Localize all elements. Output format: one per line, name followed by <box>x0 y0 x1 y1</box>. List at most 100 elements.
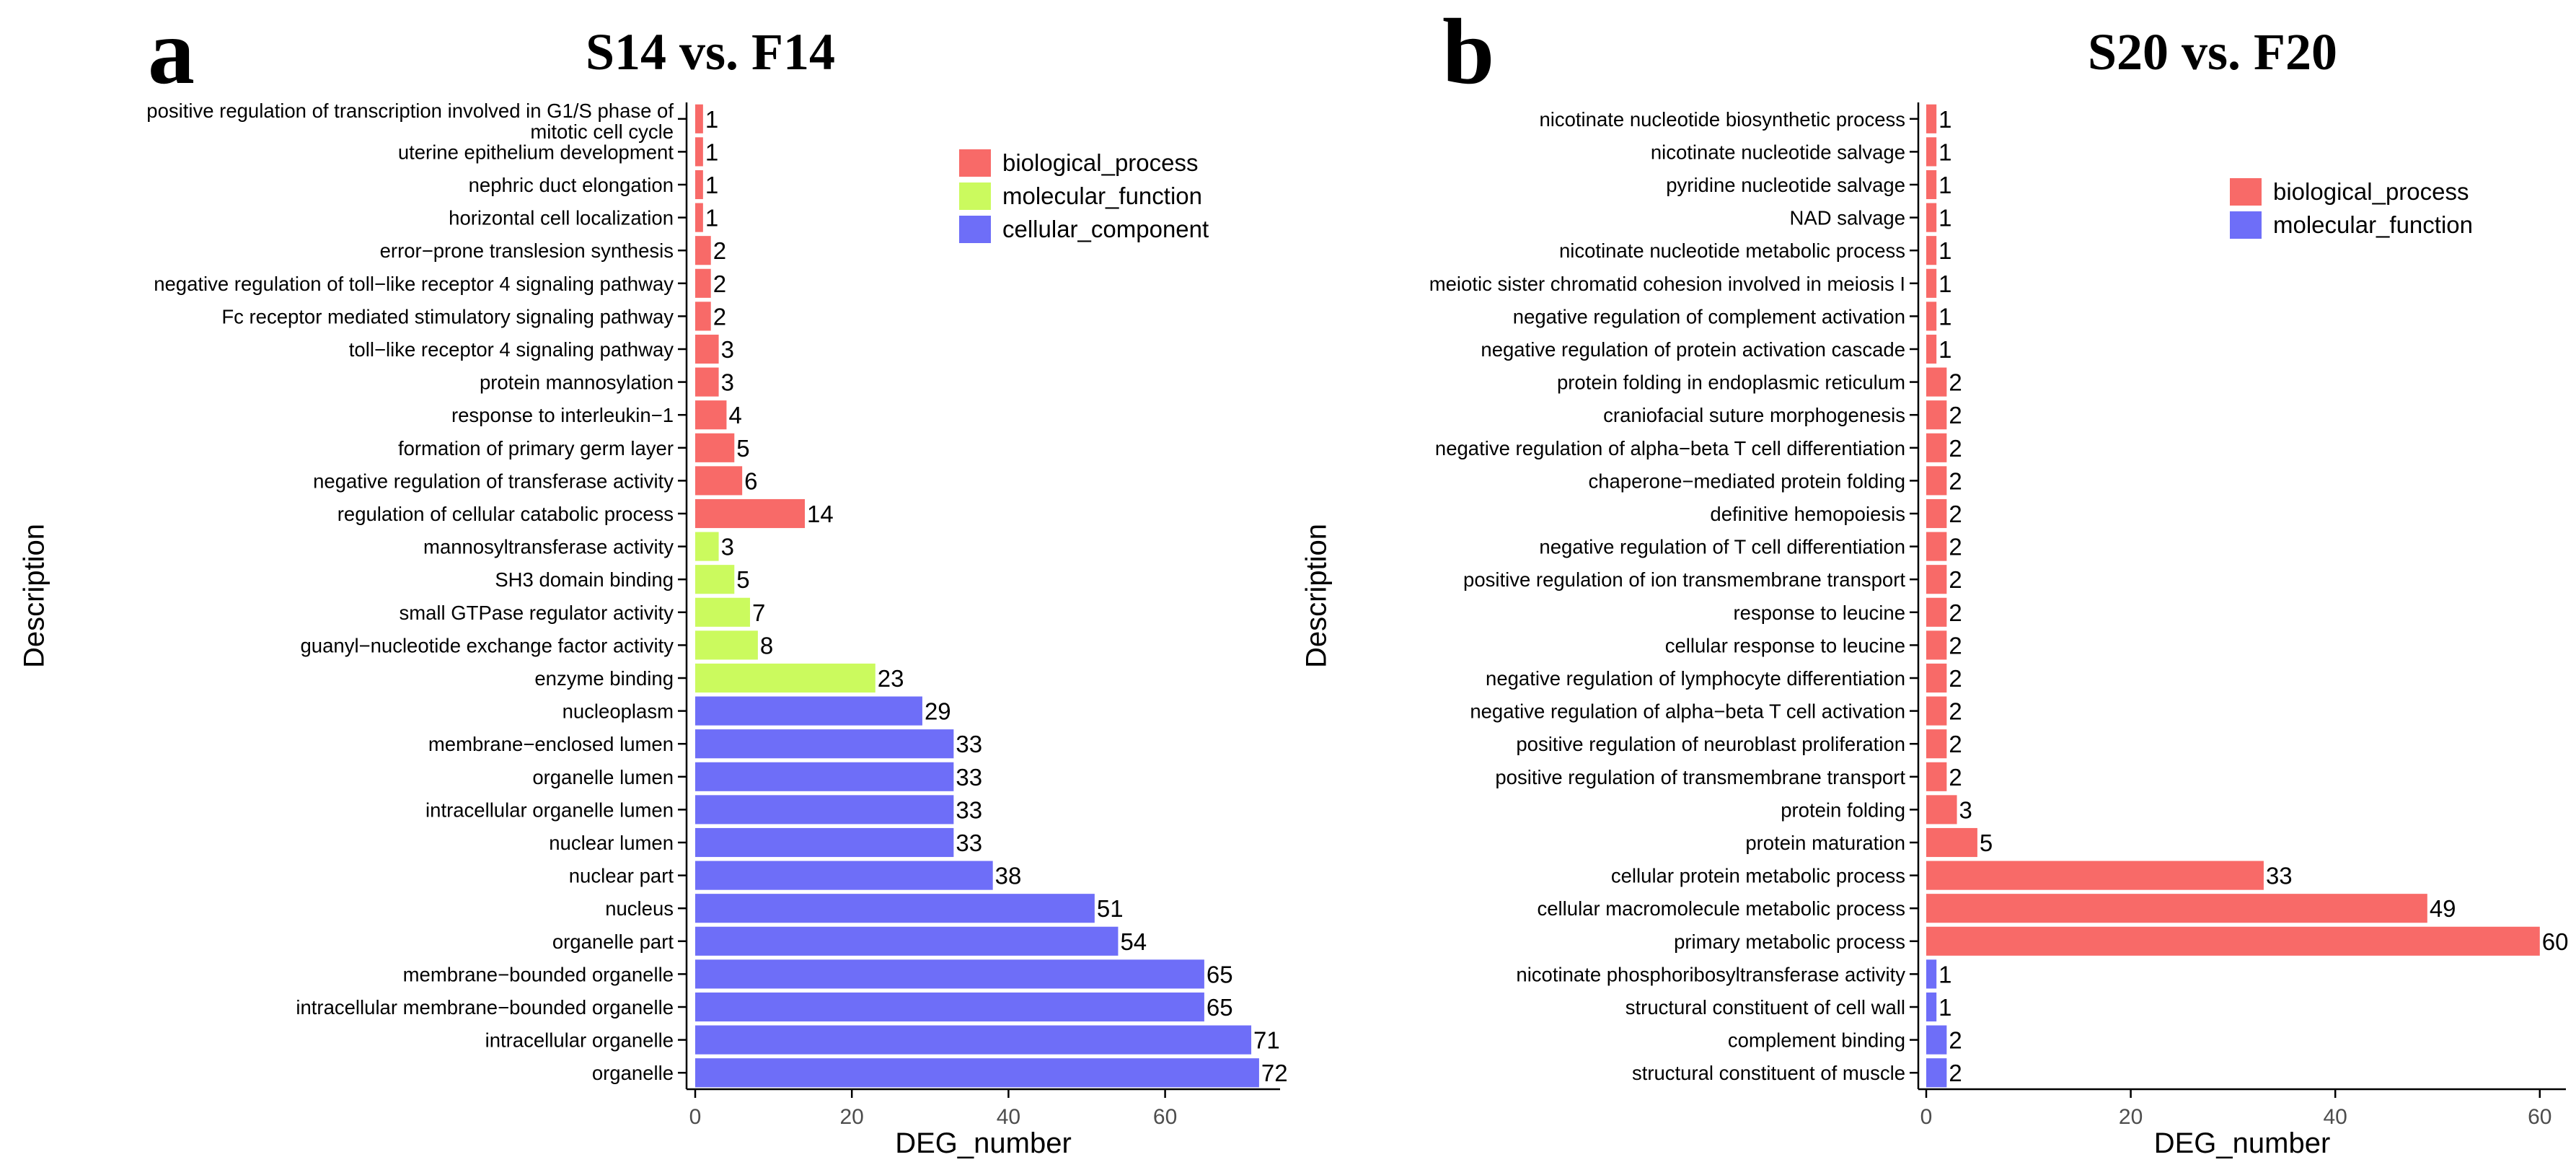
bar <box>695 498 806 529</box>
data-label: 8 <box>760 632 773 659</box>
bar <box>695 334 719 364</box>
data-label: 33 <box>956 764 982 791</box>
y-tick-label: positive regulation of neuroblast prolif… <box>1516 733 1905 755</box>
data-label: 51 <box>1097 895 1124 922</box>
y-tick-label: protein folding in endoplasmic reticulum <box>1557 371 1905 394</box>
bar <box>695 597 751 627</box>
bar <box>1926 630 1947 660</box>
bar <box>695 367 719 397</box>
y-tick-label: negative regulation of alpha−beta T cell… <box>1470 700 1905 723</box>
bar <box>695 630 758 660</box>
bar <box>1926 104 1937 133</box>
data-label: 2 <box>1949 731 1962 757</box>
data-label: 1 <box>1938 106 1951 133</box>
data-label: 2 <box>1949 501 1962 527</box>
bar <box>1926 696 1947 726</box>
data-label: 1 <box>1938 303 1951 330</box>
data-label: 1 <box>1938 336 1951 363</box>
bar <box>695 696 922 726</box>
x-tick-label: 0 <box>1920 1105 1933 1129</box>
bar <box>695 1058 1259 1088</box>
y-tick-label: cellular protein metabolic process <box>1611 865 1905 887</box>
y-tick-label: toll−like receptor 4 signaling pathway <box>349 338 674 361</box>
y-axis-title: Description <box>1301 524 1333 668</box>
data-label: 2 <box>1949 1027 1962 1054</box>
bar <box>1926 268 1937 298</box>
data-label: 60 <box>2542 928 2569 955</box>
y-tick-label: membrane−bounded organelle <box>403 963 674 985</box>
y-tick-label: cellular response to leucine <box>1665 634 1905 656</box>
data-label: 65 <box>1207 994 1233 1021</box>
data-label: 33 <box>956 796 982 823</box>
x-axis-title: DEG_number <box>895 1127 1072 1159</box>
y-tick-label: negative regulation of alpha−beta T cell… <box>1435 437 1905 459</box>
bar <box>695 663 875 693</box>
data-label: 2 <box>1949 566 1962 593</box>
legend-label: biological_process <box>2273 178 2469 205</box>
y-tick-label: NAD salvage <box>1790 207 1906 229</box>
y-tick-label: negative regulation of transferase activ… <box>313 470 674 492</box>
y-tick-label: nephric duct elongation <box>469 174 674 196</box>
data-label: 1 <box>705 172 718 198</box>
y-tick-label: horizontal cell localization <box>449 207 674 229</box>
data-label: 2 <box>1949 665 1962 692</box>
bar <box>1926 959 1937 989</box>
bar <box>1926 334 1937 364</box>
bar <box>695 302 711 331</box>
y-axis-title: Description <box>19 524 50 668</box>
x-tick-label: 60 <box>1153 1105 1177 1129</box>
y-tick-label: craniofacial suture morphogenesis <box>1603 404 1905 426</box>
data-label: 49 <box>2430 895 2456 922</box>
y-tick-label: membrane−enclosed lumen <box>428 733 674 755</box>
data-label: 54 <box>1120 928 1147 955</box>
bar <box>695 532 719 561</box>
y-tick-label: protein mannosylation <box>480 371 674 394</box>
bar <box>1926 795 1957 824</box>
bar <box>1926 861 2264 890</box>
y-tick-label: response to leucine <box>1734 602 1906 624</box>
y-tick-label: nucleoplasm <box>563 700 674 723</box>
y-tick-label: structural constituent of muscle <box>1632 1062 1905 1084</box>
bar <box>695 433 735 462</box>
data-label: 1 <box>1938 270 1951 297</box>
y-tick-label-line: mitotic cell cycle <box>530 120 674 143</box>
bar <box>695 466 743 496</box>
data-label: 3 <box>721 336 734 363</box>
y-tick-label: cellular macromolecule metabolic process <box>1538 897 1905 920</box>
data-label: 33 <box>956 731 982 757</box>
bar <box>1926 302 1937 331</box>
y-tick-label: negative regulation of T cell differenti… <box>1539 536 1905 558</box>
data-label: 71 <box>1253 1027 1280 1054</box>
bar <box>1926 203 1937 232</box>
data-label: 2 <box>1949 435 1962 462</box>
data-label: 1 <box>1938 138 1951 165</box>
x-tick-label: 40 <box>997 1105 1020 1129</box>
legend-label: molecular_function <box>1002 182 1202 209</box>
data-label: 1 <box>1938 205 1951 232</box>
data-label: 23 <box>878 665 904 692</box>
y-tick-label: organelle lumen <box>532 766 674 788</box>
y-tick-label: structural constituent of cell wall <box>1626 996 1905 1019</box>
y-tick-label: complement binding <box>1728 1029 1905 1052</box>
y-tick-label: nucleus <box>605 897 674 920</box>
bar <box>1926 1058 1947 1088</box>
bar <box>695 926 1119 956</box>
data-label: 2 <box>713 303 726 330</box>
y-tick-label: negative regulation of toll−like recepto… <box>154 273 674 295</box>
x-tick-label: 60 <box>2528 1105 2551 1129</box>
y-tick-label: positive regulation of transmembrane tra… <box>1495 766 1905 788</box>
y-tick-label: intracellular organelle <box>485 1029 674 1052</box>
legend-swatch <box>959 149 991 177</box>
data-label: 4 <box>728 402 741 428</box>
data-label: 33 <box>2266 863 2293 889</box>
data-label: 72 <box>1261 1060 1288 1086</box>
y-tick-label: nuclear lumen <box>549 832 674 854</box>
bar <box>1926 565 1947 594</box>
data-label: 7 <box>752 599 765 626</box>
data-label: 1 <box>1938 172 1951 198</box>
data-label: 5 <box>1980 830 1993 856</box>
y-tick-label: pyridine nucleotide salvage <box>1666 174 1905 196</box>
data-label: 5 <box>736 566 749 593</box>
bar <box>1926 729 1947 759</box>
data-label: 2 <box>1949 467 1962 494</box>
